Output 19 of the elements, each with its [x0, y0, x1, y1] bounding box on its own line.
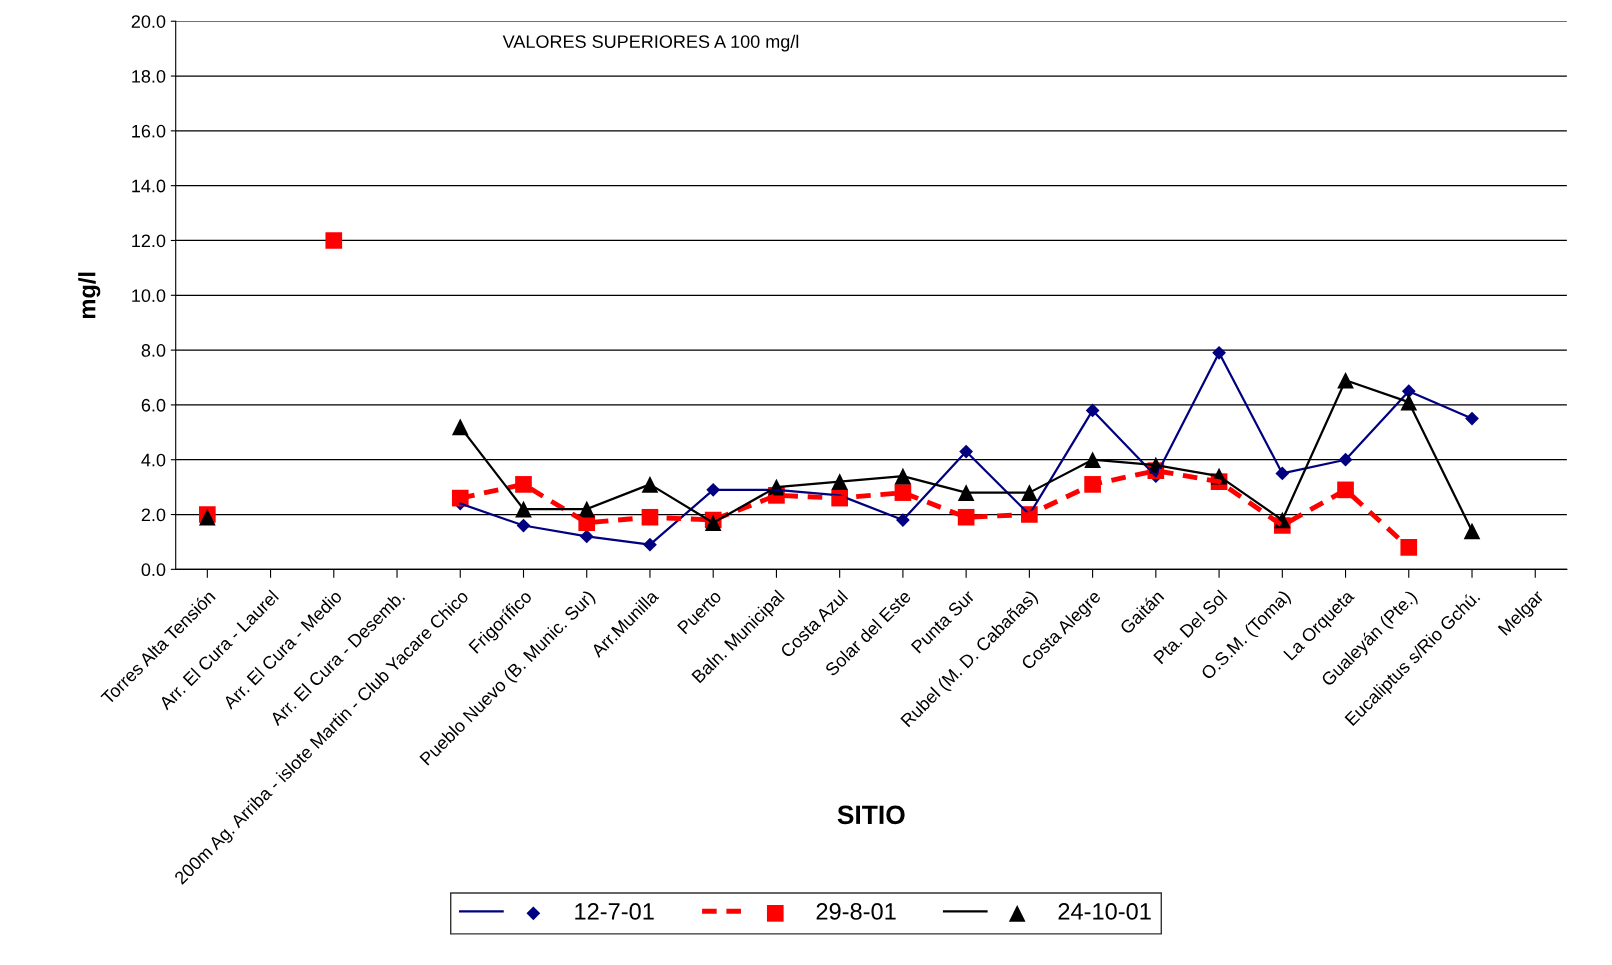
y-tick-label: 2.0	[141, 508, 166, 522]
y-tick-label: 16.0	[132, 124, 166, 138]
y-tick-label: 20.0	[131, 15, 166, 28]
legend-label: 12-7-01	[575, 903, 654, 920]
y-tick-label: 6.0	[141, 398, 166, 412]
point	[1400, 539, 1418, 556]
y-tick-label: 12.0	[132, 234, 166, 248]
y-axis-title: mg/l	[78, 272, 101, 318]
y-tick-label: 10.0	[132, 289, 166, 303]
legend-label: 24-10-01	[1058, 903, 1151, 920]
y-tick-label: 0.0	[141, 563, 166, 577]
annotation: VALORES SUPERIORES A 100 mg/l	[502, 34, 799, 52]
y-tick-label: 4.0	[141, 453, 166, 467]
y-tick-label: 8.0	[141, 344, 166, 357]
point	[325, 232, 343, 249]
x-axis-title: SITIO	[837, 805, 905, 825]
y-tick-label: 14.0	[132, 179, 166, 193]
legend-label: 29-8-01	[816, 903, 896, 920]
y-tick-label: 18.0	[132, 69, 166, 83]
